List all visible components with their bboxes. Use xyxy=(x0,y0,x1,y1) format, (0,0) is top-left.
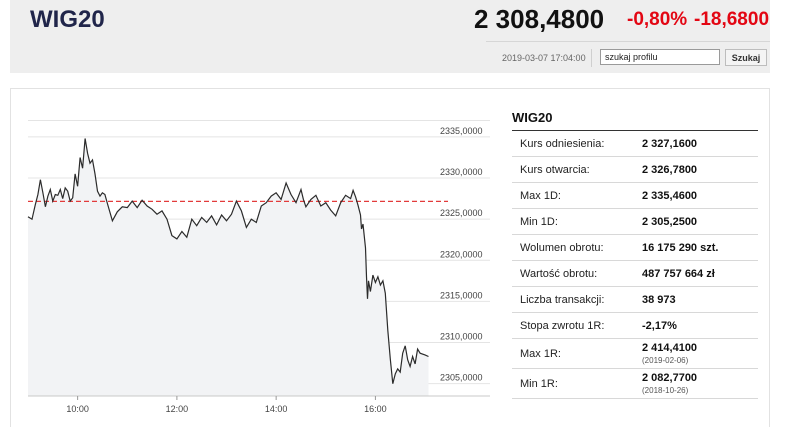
price-area xyxy=(28,138,429,396)
stats-row: Liczba transakcji: 38 973 xyxy=(512,287,758,313)
stats-value: 2 327,1600 xyxy=(642,138,698,150)
header-divider xyxy=(486,41,770,42)
stats-row: Max 1D: 2 335,4600 xyxy=(512,183,758,209)
change-percent: -0,80% xyxy=(627,9,688,30)
header-separator xyxy=(591,49,592,67)
stats-value: 2 082,7700 xyxy=(642,372,698,384)
y-tick-label: 2305,0000 xyxy=(440,373,483,383)
stats-date: (2019-02-06) xyxy=(642,356,689,365)
stats-label: Kurs otwarcia: xyxy=(520,164,590,176)
x-tick-label: 12:00 xyxy=(166,404,189,414)
stats-value: 487 757 664 zł xyxy=(642,268,715,280)
stats-value: 2 335,4600 xyxy=(642,190,698,202)
profile-search-input[interactable] xyxy=(600,49,720,65)
stats-row: Min 1D: 2 305,2500 xyxy=(512,209,758,235)
search-button[interactable]: Szukaj xyxy=(725,49,767,66)
quote-timestamp: 2019-03-07 17:04:00 xyxy=(502,53,586,63)
y-tick-label: 2330,0000 xyxy=(440,167,483,177)
stats-row: Min 1R: 2 082,7700 (2018-10-26) xyxy=(512,369,758,399)
quote-header: WIG20 2 308,4800 -0,80% -18,6800 2019-03… xyxy=(10,0,770,73)
stats-value: 2 305,2500 xyxy=(642,216,698,228)
intraday-chart: 2335,0000 2330,0000 2325,0000 2320,0000 2315… xyxy=(27,119,490,414)
stats-row: Kurs otwarcia: 2 326,7800 xyxy=(512,157,758,183)
stats-label: Liczba transakcji: xyxy=(520,294,605,306)
stats-date: (2018-10-26) xyxy=(642,386,689,395)
instrument-name: WIG20 xyxy=(30,6,105,33)
stats-label: Max 1D: xyxy=(520,190,561,202)
stats-value: 2 414,4100 xyxy=(642,342,698,354)
price-line xyxy=(27,138,429,384)
y-tick-label: 2325,0000 xyxy=(440,208,483,218)
y-tick-label: 2320,0000 xyxy=(440,249,483,259)
y-tick-label: 2310,0000 xyxy=(440,332,483,342)
stats-label: Max 1R: xyxy=(520,348,561,360)
table-title: WIG20 xyxy=(512,110,553,125)
stats-value: 38 973 xyxy=(642,294,676,306)
x-tick-label: 14:00 xyxy=(265,404,288,414)
stats-label: Wolumen obrotu: xyxy=(520,242,604,254)
stats-label: Kurs odniesienia: xyxy=(520,138,605,150)
stats-label: Stopa zwrotu 1R: xyxy=(520,320,605,332)
table-top-rule xyxy=(512,130,758,131)
stats-label: Wartość obrotu: xyxy=(520,268,598,280)
stats-row: Max 1R: 2 414,4100 (2019-02-06) xyxy=(512,339,758,369)
stats-value: 2 326,7800 xyxy=(642,164,698,176)
stats-label: Min 1D: xyxy=(520,216,558,228)
stats-value: -2,17% xyxy=(642,320,677,332)
stats-value: 16 175 290 szt. xyxy=(642,242,719,254)
stats-row: Wolumen obrotu: 16 175 290 szt. xyxy=(512,235,758,261)
last-price: 2 308,4800 xyxy=(474,4,605,34)
y-tick-label: 2315,0000 xyxy=(440,290,483,300)
x-tick-label: 16:00 xyxy=(364,404,387,414)
y-tick-label: 2335,0000 xyxy=(440,126,483,136)
stats-row: Stopa zwrotu 1R: -2,17% xyxy=(512,313,758,339)
stats-row: Wartość obrotu: 487 757 664 zł xyxy=(512,261,758,287)
stats-label: Min 1R: xyxy=(520,378,558,390)
stats-row: Kurs odniesienia: 2 327,1600 xyxy=(512,131,758,157)
x-tick-label: 10:00 xyxy=(66,404,89,414)
change-absolute: -18,6800 xyxy=(694,9,770,30)
